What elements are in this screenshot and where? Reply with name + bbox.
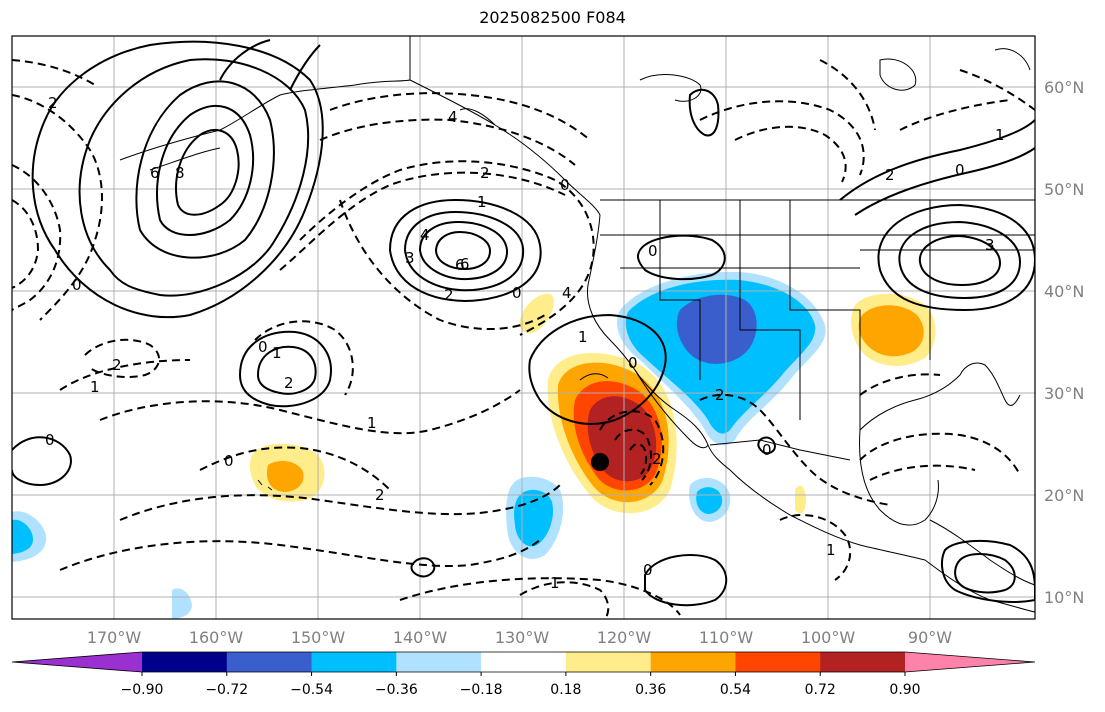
contour-label: 2 — [375, 486, 385, 504]
lon-label: 90°W — [908, 628, 952, 647]
colorbar-tick-label: 0.90 — [889, 682, 920, 698]
lon-label: 120°W — [597, 628, 652, 647]
location-marker — [591, 453, 609, 471]
contour-label: 1 — [367, 414, 377, 432]
coastlines — [119, 36, 1035, 613]
colorbar-swatch — [820, 652, 906, 672]
colorbar-extend-high — [905, 652, 1035, 672]
lat-label: 20°N — [1044, 486, 1084, 505]
contour-label: 0 — [258, 338, 268, 356]
colorbar-swatch — [226, 652, 313, 672]
colorbar-tick-label: 0.72 — [805, 682, 836, 698]
contour-label: 6 — [455, 256, 465, 274]
contour-label: 2 — [48, 94, 58, 112]
lon-label: 150°W — [291, 628, 346, 647]
contour-label: 6 — [150, 164, 160, 182]
contour-label: 0 — [224, 452, 234, 470]
contour-label: 1 — [995, 126, 1005, 144]
contour-label: 0 — [955, 161, 965, 179]
contour-label: 8 — [175, 164, 185, 182]
lon-label: 110°W — [699, 628, 754, 647]
colorbar-tick-label: −0.90 — [121, 682, 164, 698]
lat-label: 60°N — [1044, 78, 1084, 97]
plot-frame — [11, 35, 1036, 620]
colorbar-tick-label: 0.54 — [720, 682, 751, 698]
contour-label: 4 — [562, 284, 572, 302]
contour-label: 2 — [480, 164, 490, 182]
colorbar-tick-label: −0.72 — [205, 682, 248, 698]
lon-label: 100°W — [801, 628, 856, 647]
contour-label: 2 — [715, 386, 725, 404]
contour-label: 0 — [560, 176, 570, 194]
contour-label: 3 — [405, 249, 415, 267]
colorbar-tick-label: −0.36 — [375, 682, 418, 698]
contours-negative — [12, 59, 1035, 619]
contour-label: 0 — [648, 242, 658, 260]
contour-label: 1 — [550, 574, 560, 592]
contour-label: 1 — [578, 328, 588, 346]
lon-label: 160°W — [189, 628, 244, 647]
colorbar-swatch — [565, 652, 652, 672]
contour-label: 0 — [628, 354, 638, 372]
colorbar-swatch — [735, 652, 821, 672]
contour-label: 0 — [512, 284, 522, 302]
colorbar-swatch — [396, 652, 482, 672]
lon-label: 130°W — [495, 628, 550, 647]
contour-label: 1 — [477, 193, 487, 211]
colorbar-tick-label: 0.18 — [550, 682, 581, 698]
contour-label: 4 — [448, 108, 458, 126]
lat-label: 30°N — [1044, 384, 1084, 403]
contour-label: 1 — [272, 344, 282, 362]
contour-label: 2 — [885, 166, 895, 184]
longitude-labels: 170°W 160°W 150°W 140°W 130°W 120°W 110°… — [87, 628, 952, 647]
contour-labels: 0 2 4 6 8 0 2 6 1 2 1 2 0 0 2 1 3 6 4 0 … — [45, 94, 1005, 592]
colorbar-swatch — [650, 652, 736, 672]
contour-label: 0 — [643, 561, 653, 579]
lat-label: 10°N — [1044, 588, 1084, 607]
contour-label: 6 — [460, 255, 470, 273]
lon-label: 170°W — [87, 628, 142, 647]
contour-label: 0 — [762, 441, 772, 459]
map-title: 2025082500 F084 — [479, 8, 626, 27]
contour-label: 0 — [72, 276, 82, 294]
latitude-labels: 60°N 50°N 40°N 30°N 20°N 10°N — [1044, 78, 1084, 607]
colorbar-swatch — [142, 652, 228, 672]
colorbar-tick-label: −0.18 — [460, 682, 503, 698]
contour-label: 3 — [985, 236, 995, 254]
contour-label: 4 — [420, 226, 430, 244]
lat-label: 40°N — [1044, 282, 1084, 301]
colorbar-extend-low — [12, 652, 142, 672]
lat-label: 50°N — [1044, 180, 1084, 199]
contour-label: 0 — [45, 431, 55, 449]
contour-label: 1 — [90, 378, 100, 396]
contour-label: 2 — [652, 450, 662, 468]
colorbar-tick-label: −0.54 — [290, 682, 333, 698]
contour-label: 1 — [826, 541, 836, 559]
contour-label: 2 — [112, 356, 122, 374]
colorbar-tick-label: 0.36 — [635, 682, 666, 698]
lon-label: 140°W — [393, 628, 448, 647]
colorbar-swatch — [311, 652, 397, 672]
map-plot-area: 0 2 4 6 8 0 2 6 1 2 1 2 0 0 2 1 3 6 4 0 … — [12, 36, 1035, 619]
contour-label: 2 — [284, 374, 294, 392]
colorbar-swatch — [481, 652, 567, 672]
contour-label: 2 — [444, 286, 454, 304]
colorbar: −0.90 −0.72 −0.54 −0.36 −0.18 0.18 0.36 0.54 0.7… — [11, 651, 1036, 698]
